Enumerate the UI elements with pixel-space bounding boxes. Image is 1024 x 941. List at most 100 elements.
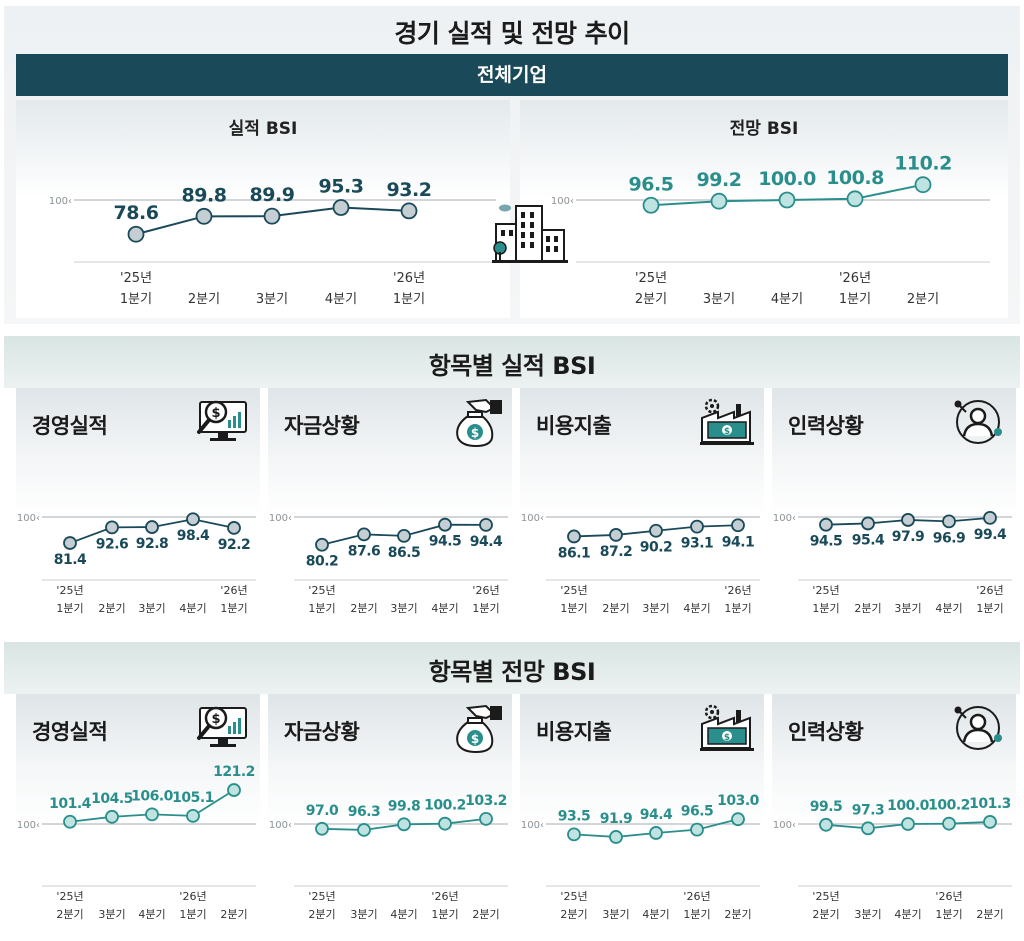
factory-money-icon: $ <box>700 398 754 445</box>
tick-label-quarter: 2분기 <box>602 602 629 615</box>
outlook-bsi-title: 전망 BSI <box>729 119 799 139</box>
data-label: 98.4 <box>177 528 210 544</box>
data-label: 93.2 <box>387 179 432 201</box>
tick-label-year: '25년 <box>812 890 839 903</box>
data-label: 96.9 <box>933 530 966 546</box>
data-label: 95.3 <box>319 176 364 198</box>
tick-label-year: '26년 <box>472 584 499 597</box>
data-label: 99.4 <box>974 527 1007 543</box>
card-title: 자금상황 <box>284 414 360 438</box>
tick-label-quarter: 1분기 <box>393 292 425 307</box>
tick-label-quarter: 1분기 <box>120 292 152 307</box>
data-point <box>127 225 145 243</box>
data-label: 96.5 <box>629 173 674 195</box>
tick-label-quarter: 1분기 <box>431 908 458 921</box>
tick-label-quarter: 3분기 <box>98 908 125 921</box>
data-label: 93.1 <box>681 536 714 552</box>
data-point <box>263 207 281 225</box>
data-point <box>642 196 660 214</box>
magnifier-chart-icon: $ <box>197 400 247 441</box>
tick-label-quarter: 1분기 <box>935 908 962 921</box>
tick-label-quarter: 2분기 <box>635 292 667 307</box>
svg-text:$: $ <box>471 732 479 746</box>
data-label: 95.4 <box>852 532 885 548</box>
data-point <box>357 527 371 542</box>
data-label: 87.6 <box>348 543 381 559</box>
data-point <box>397 817 411 832</box>
data-label: 100.8 <box>826 167 884 189</box>
card-outlook-management: 경영실적 $ 100‹ 101.4 104.5 106.0 105.1 121.2 '25년… <box>16 694 260 932</box>
card-title: 비용지출 <box>536 720 612 744</box>
tick-label-year: '25년 <box>560 890 587 903</box>
data-point <box>819 517 833 532</box>
data-label: 91.9 <box>600 811 633 827</box>
card-chart: 100‹ 94.5 95.4 97.9 96.9 99.4 '25년 1분기 2분기 3분기 4분기… <box>773 510 1012 615</box>
person-network-icon <box>954 400 1002 444</box>
data-point <box>567 827 581 842</box>
tick-label-quarter: 3분기 <box>703 292 735 307</box>
tick-label-quarter: 4분기 <box>683 602 710 615</box>
data-label: 81.4 <box>54 552 87 568</box>
data-label: 94.1 <box>722 534 755 550</box>
data-point <box>400 202 418 220</box>
tick-label-quarter: 4분기 <box>179 602 206 615</box>
tick-label-quarter: 2분기 <box>308 908 335 921</box>
data-point <box>649 523 663 538</box>
data-point <box>690 822 704 837</box>
tick-label-year: '25년 <box>812 584 839 597</box>
data-label: 100.0 <box>758 168 816 190</box>
svg-text:$: $ <box>471 426 479 440</box>
tick-label-quarter: 3분기 <box>390 602 417 615</box>
data-label: 97.0 <box>306 803 339 819</box>
data-label: 78.6 <box>114 202 159 224</box>
data-point <box>609 830 623 844</box>
data-point <box>479 811 493 826</box>
data-label: 92.6 <box>96 536 129 552</box>
tick-label-year: '25년 <box>560 584 587 597</box>
tick-label-quarter: 2분기 <box>907 292 939 307</box>
data-point <box>63 536 77 550</box>
data-point <box>357 823 371 837</box>
tick-label-quarter: 1분기 <box>179 908 206 921</box>
card-title: 비용지출 <box>536 414 612 438</box>
tick-label-quarter: 2분기 <box>350 602 377 615</box>
card-actual-management: 경영실적 $ 100‹ 81.4 92.6 92.8 98.4 92.2 '25년 1분기 2분… <box>16 388 260 626</box>
data-label: 101.4 <box>49 796 92 812</box>
tick-label-quarter: 3분기 <box>894 602 921 615</box>
data-point <box>942 514 956 529</box>
data-label: 97.3 <box>852 802 885 818</box>
data-point <box>819 817 833 832</box>
data-label: 106.0 <box>131 788 174 804</box>
data-label: 93.5 <box>558 808 591 824</box>
card-title: 자금상황 <box>284 720 360 744</box>
person-network-icon <box>954 706 1002 750</box>
tick-label-year: '25년 <box>120 271 152 286</box>
data-label: 99.5 <box>810 799 843 815</box>
data-point <box>914 176 932 194</box>
data-point <box>145 520 159 534</box>
data-point <box>710 192 728 210</box>
magnifier-chart-icon: $ <box>197 706 247 747</box>
tick-label-year: '26년 <box>839 271 871 286</box>
svg-text:$: $ <box>724 427 730 437</box>
data-label: 110.2 <box>894 153 952 175</box>
tick-label-quarter: 1분기 <box>56 602 83 615</box>
tick-label-quarter: 2분기 <box>560 908 587 921</box>
svg-text:$: $ <box>211 712 220 727</box>
data-point <box>315 537 329 552</box>
reference-label: 100‹ <box>269 513 292 524</box>
data-point <box>983 510 997 525</box>
data-label: 100.2 <box>424 798 466 814</box>
data-label: 100.0 <box>887 798 930 814</box>
actual-bsi-title: 실적 BSI <box>228 119 298 139</box>
tick-label-quarter: 4분기 <box>390 908 417 921</box>
data-label: 80.2 <box>306 554 339 570</box>
data-label: 96.3 <box>348 804 381 820</box>
tick-label-quarter: 3분기 <box>256 292 288 307</box>
data-point <box>397 528 411 543</box>
card-outlook-funding: 자금상황 $ 100‹ 97.0 96.3 99.8 100.2 103.2 '25년 2분기… <box>268 694 512 932</box>
tick-label-quarter: 4분기 <box>935 602 962 615</box>
data-point <box>901 513 915 527</box>
data-point <box>195 207 213 225</box>
data-point <box>690 519 704 534</box>
